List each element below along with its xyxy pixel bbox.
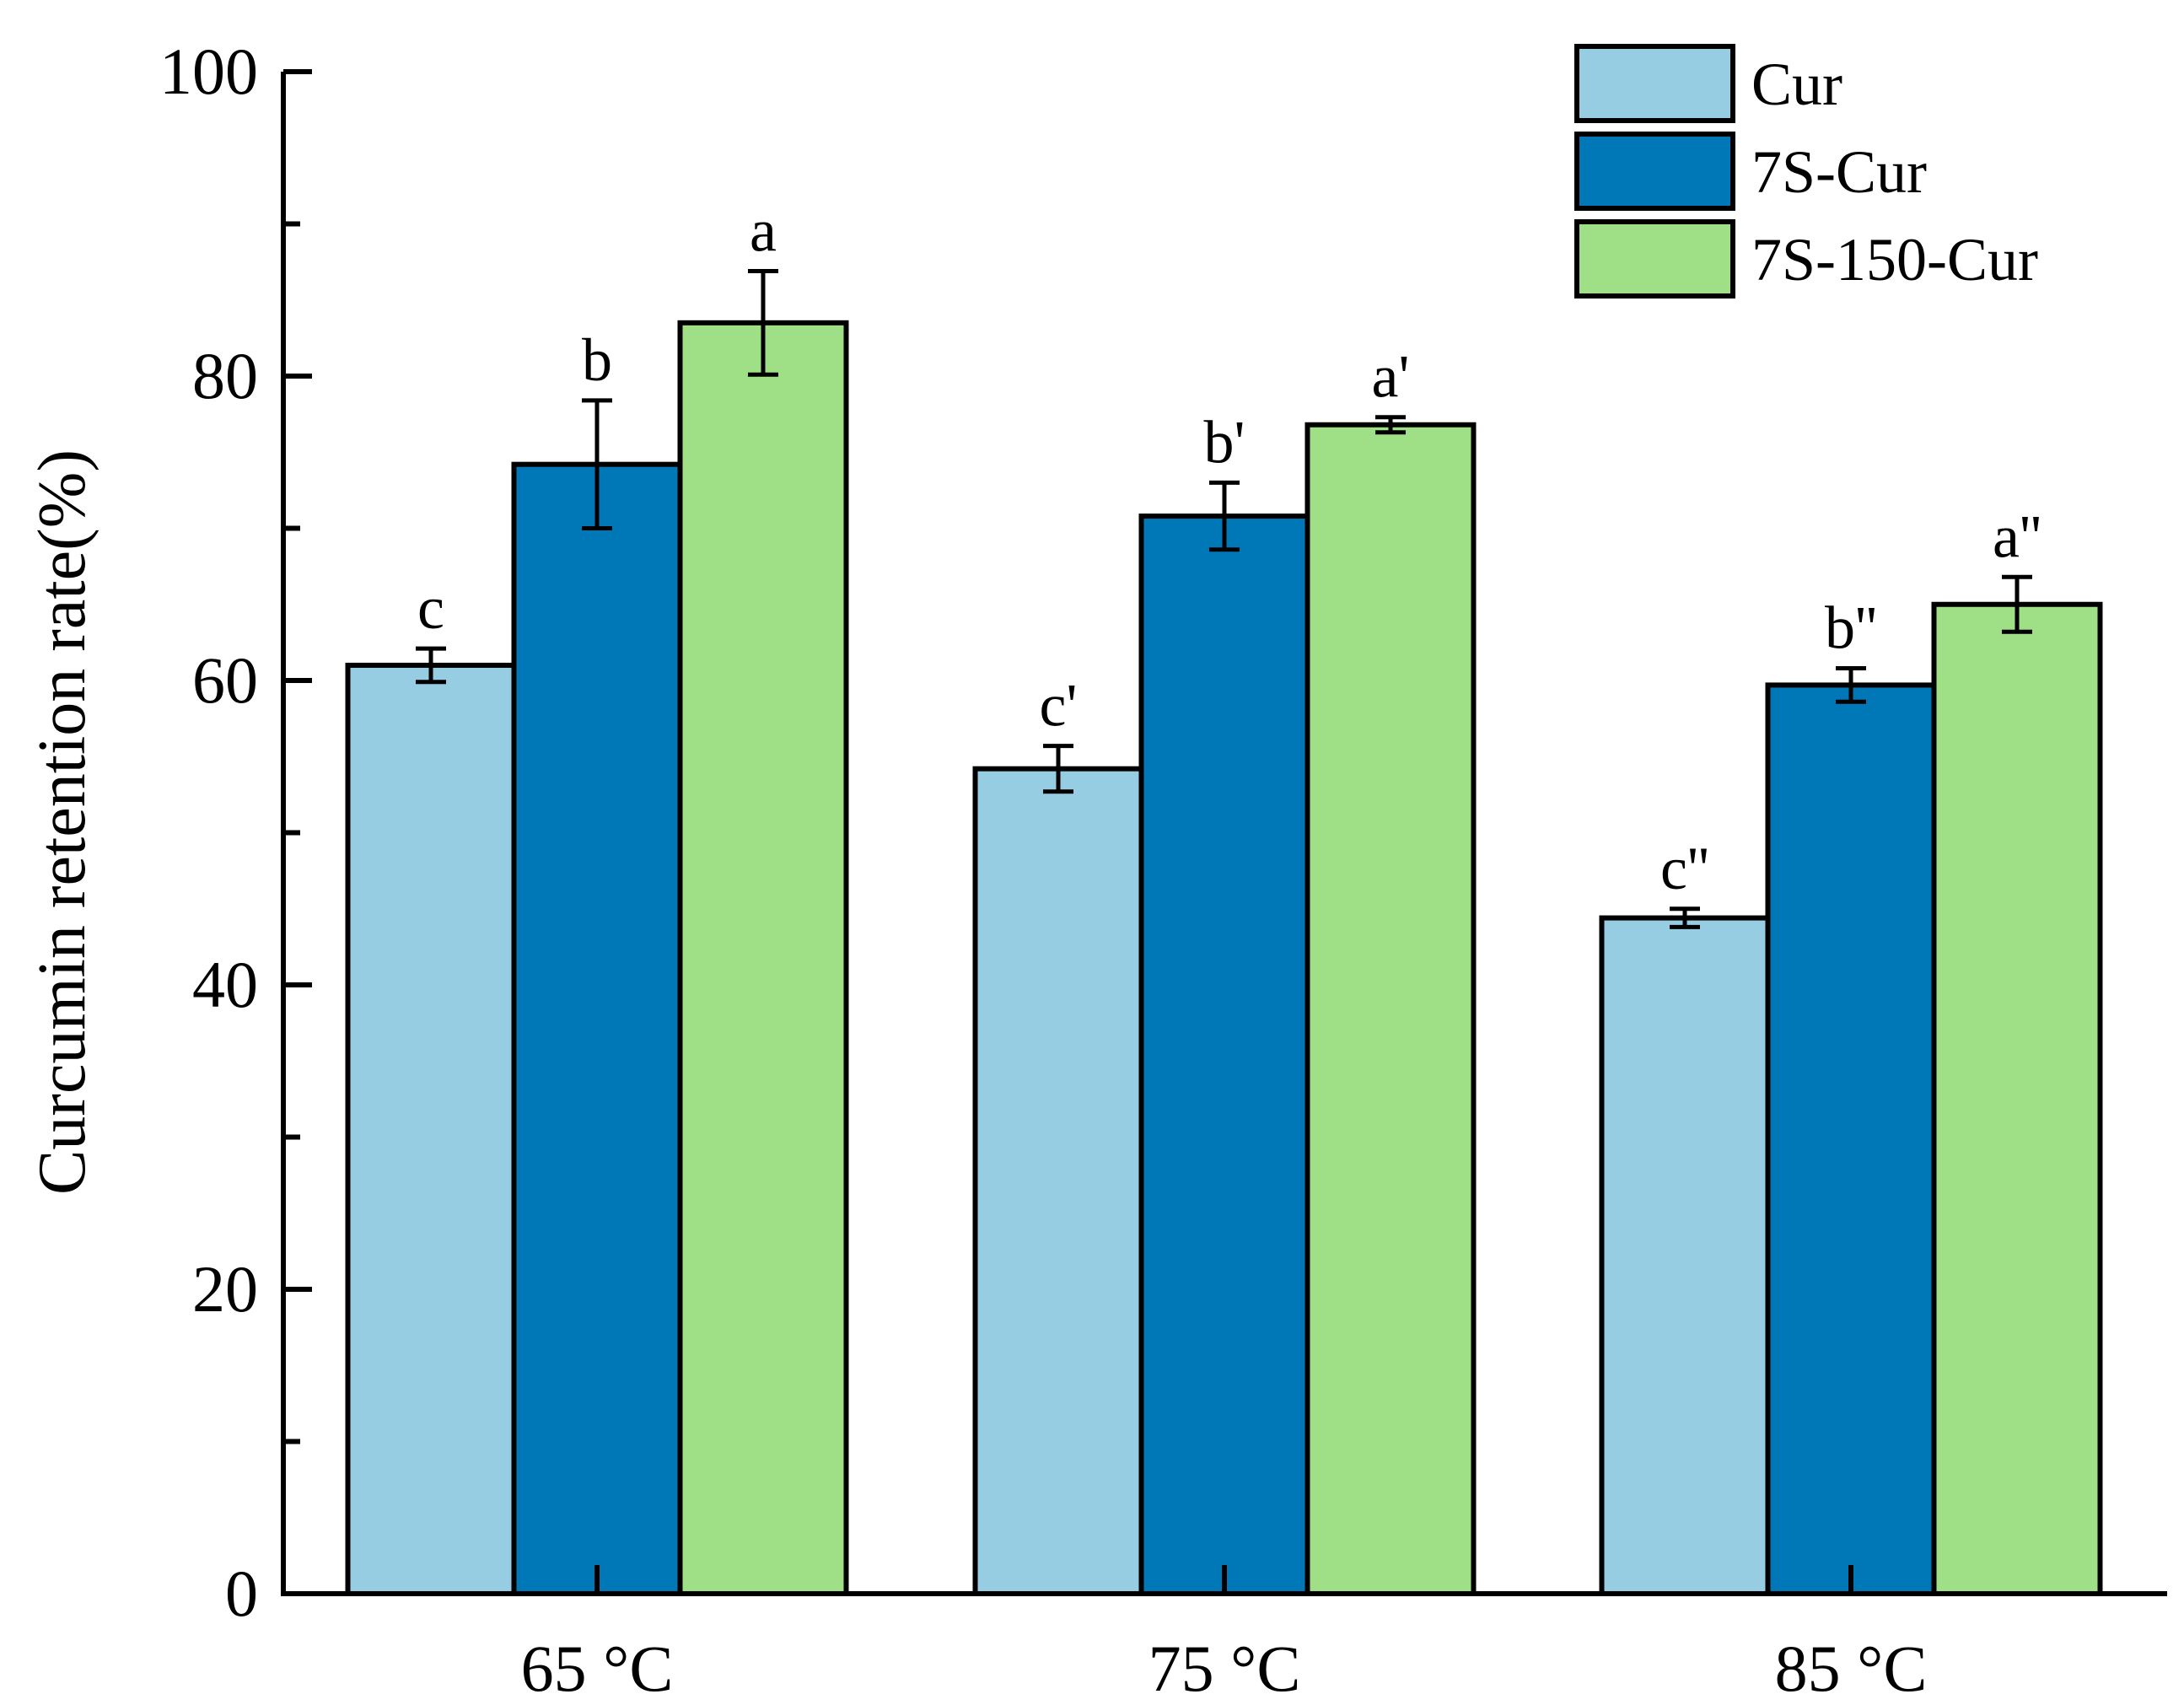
bar-7s-150-cur-1 xyxy=(677,320,849,1597)
legend-label: Cur xyxy=(1751,51,1842,118)
significance-letter: b'' xyxy=(1825,594,1877,662)
significance-letter: b xyxy=(582,326,612,394)
y-tick-label: 40 xyxy=(192,948,258,1021)
x-tick-label: 75 °C xyxy=(1148,1632,1301,1705)
bar-cur-1 xyxy=(345,662,517,1597)
legend-swatch-7s-cur xyxy=(1574,132,1735,211)
bar-7s-cur-1 xyxy=(511,461,683,1597)
significance-letter: a xyxy=(750,196,777,264)
significance-letter: a'' xyxy=(1993,503,2041,570)
legend-label: 7S-150-Cur xyxy=(1751,226,2038,293)
y-tick-label: 0 xyxy=(225,1557,258,1630)
axes-layer: 0 20 40 60 80 100 65 °C 75 °C 85 °C xyxy=(159,35,2167,1705)
significance-letter: b' xyxy=(1204,408,1245,476)
legend-swatch-cur xyxy=(1574,44,1735,123)
legend: Cur 7S-Cur 7S-150-Cur xyxy=(1574,44,2038,299)
bar-7s-cur-2 xyxy=(1138,514,1310,1596)
significance-letter: c' xyxy=(1040,672,1078,740)
legend-swatch-7s-150-cur xyxy=(1574,219,1735,299)
legend-label: 7S-Cur xyxy=(1751,138,1927,206)
y-axis-label: Curcumin retention rate(%) xyxy=(25,449,100,1195)
y-tick-label: 20 xyxy=(192,1252,258,1326)
x-tick-label: 65 °C xyxy=(521,1632,674,1705)
bars-layer xyxy=(345,320,2103,1597)
bar-cur-3 xyxy=(1599,915,1771,1596)
bar-cur-2 xyxy=(972,766,1144,1596)
y-tick-label: 100 xyxy=(159,35,258,108)
bar-7s-150-cur-3 xyxy=(1931,601,2103,1596)
significance-letter: c xyxy=(417,574,444,642)
y-tick-label: 60 xyxy=(192,643,258,717)
error-bars-layer xyxy=(416,268,2032,929)
y-tick-label: 80 xyxy=(192,339,258,412)
x-tick-label: 85 °C xyxy=(1775,1632,1928,1705)
bar-7s-150-cur-2 xyxy=(1304,422,1477,1596)
bar-7s-cur-3 xyxy=(1765,682,1937,1596)
significance-letters-layer: c c' c'' b b' b'' a a' a'' xyxy=(417,196,2041,901)
significance-letter: a' xyxy=(1372,343,1410,411)
significance-letter: c'' xyxy=(1660,835,1709,902)
